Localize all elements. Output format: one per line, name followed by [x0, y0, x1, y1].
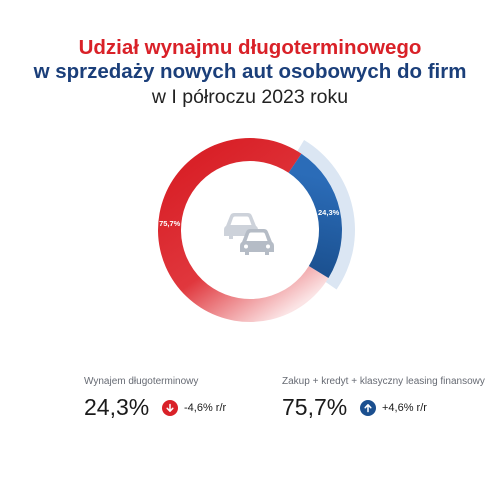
title-line-3: w I półroczu 2023 roku [151, 86, 349, 108]
stat-purchase-credit-leasing: Zakup + kredyt + klasyczny leasing finan… [282, 376, 485, 421]
stat-change: +4,6% r/r [382, 401, 427, 414]
arrow-up-icon [360, 399, 376, 416]
stat-value: 75,7% [282, 394, 348, 420]
stat-label: Zakup + kredyt + klasyczny leasing finan… [282, 376, 485, 387]
title-line-1: Udział wynajmu długoterminowego [78, 36, 422, 59]
data-label-24-3: 24,3% [318, 208, 340, 217]
data-label-75-7: 75,7% [159, 219, 181, 228]
title-line-2: w sprzedaży nowych aut osobowych do firm [33, 60, 467, 83]
stat-long-term-rental: Wynajem długoterminowy 24,3% -4,6% r/r [84, 376, 226, 421]
stat-change: -4,6% r/r [184, 401, 227, 414]
stat-value: 24,3% [84, 394, 150, 420]
donut-chart: 75,7% 24,3% [158, 137, 356, 322]
stat-label: Wynajem długoterminowy [84, 376, 199, 387]
donut-segment-other-financing-share [288, 153, 342, 279]
arrow-down-icon [162, 399, 178, 416]
cars-icon [224, 213, 274, 255]
